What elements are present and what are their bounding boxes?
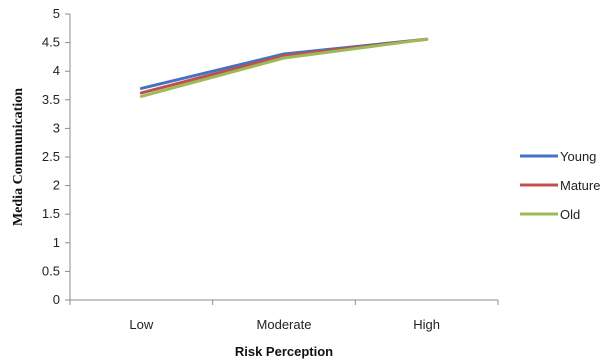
- y-tick-label: 0.5: [42, 263, 60, 278]
- legend-label-mature: Mature: [560, 178, 600, 193]
- legend-label-young: Young: [560, 149, 596, 164]
- y-tick-label: 4.5: [42, 35, 60, 50]
- x-tick-label: High: [413, 317, 440, 332]
- y-tick-label: 1.5: [42, 206, 60, 221]
- series-lines: [139, 37, 429, 98]
- legend: Young Mature Old: [520, 149, 600, 222]
- x-ticks: Low Moderate High: [69, 300, 499, 332]
- y-tick-label: 1: [53, 235, 60, 250]
- y-tick-label: 4: [53, 63, 60, 78]
- y-tick-label: 5: [53, 6, 60, 21]
- y-ticks: 0 0.5 1 1.5 2 2.5 3 3.5 4 4.5 5: [42, 6, 70, 307]
- x-tick-label: Moderate: [257, 317, 312, 332]
- y-tick-label: 3.5: [42, 92, 60, 107]
- y-axis-title: Media Communication: [11, 88, 26, 226]
- x-tick-label: Low: [129, 317, 153, 332]
- y-tick-label: 2: [53, 178, 60, 193]
- legend-label-old: Old: [560, 207, 580, 222]
- y-tick-label: 0: [53, 292, 60, 307]
- y-tick-label: 3: [53, 120, 60, 135]
- x-axis-title: Risk Perception: [235, 344, 333, 359]
- series-line-old: [139, 37, 429, 98]
- y-tick-label: 2.5: [42, 149, 60, 164]
